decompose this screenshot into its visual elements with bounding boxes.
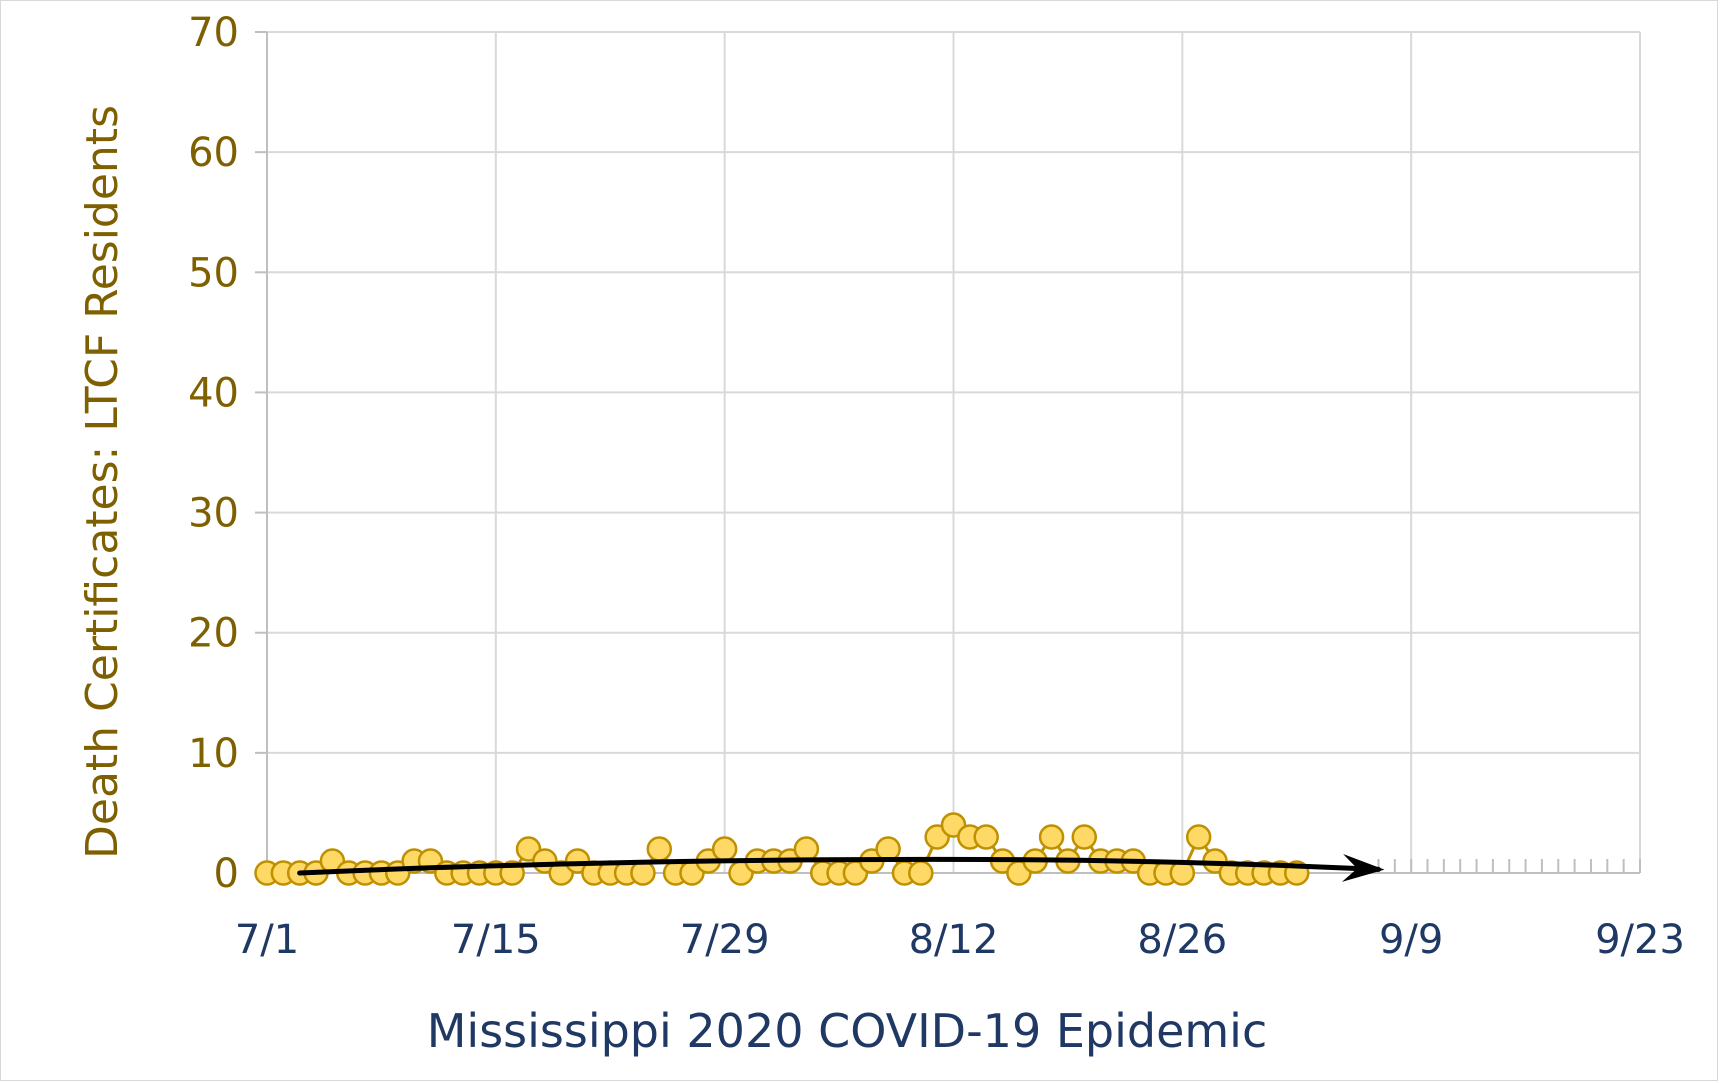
grid-lines [266, 31, 1641, 873]
x-tick-label: 8/26 [1137, 917, 1227, 963]
trend-arrow [297, 853, 1385, 882]
x-tick-label: 9/23 [1595, 917, 1685, 963]
y-tick-label: 30 [188, 491, 239, 537]
data-point [646, 836, 673, 862]
data-point [908, 860, 934, 886]
x-axis-title: Mississippi 2020 COVID-19 Epidemic [427, 1004, 1268, 1058]
data-point [1038, 824, 1065, 850]
data-point [711, 836, 738, 862]
projection-minor-ticks [1377, 859, 1641, 873]
y-tick-label: 0 [214, 851, 239, 897]
y-tick-label: 50 [188, 250, 239, 296]
axes [255, 31, 1640, 874]
y-tick-label: 60 [188, 130, 239, 176]
x-tick-labels: 7/1 7/15 7/29 8/12 8/26 9/9 9/23 [235, 917, 1685, 963]
x-tick-label: 7/1 [235, 917, 299, 963]
data-point [1071, 824, 1098, 850]
data-point [630, 860, 656, 886]
trend-line [297, 856, 1381, 876]
data-point [1185, 824, 1212, 850]
y-tick-label: 70 [188, 10, 239, 56]
x-tick-label: 7/15 [451, 917, 541, 963]
y-tick-labels: 0 10 20 30 40 50 60 70 [188, 10, 239, 897]
y-tick-label: 10 [188, 731, 239, 777]
x-tick-label: 9/9 [1379, 917, 1443, 963]
y-tick-label: 40 [188, 370, 239, 416]
y-axis-title: Death Certificates: LTCF Residents [77, 105, 128, 859]
trend-arrowhead [1341, 853, 1385, 882]
data-point [973, 824, 999, 850]
y-tick-label: 20 [188, 611, 239, 657]
data-point [793, 836, 820, 862]
x-tick-label: 8/12 [909, 917, 999, 963]
x-tick-label: 7/29 [680, 917, 770, 963]
